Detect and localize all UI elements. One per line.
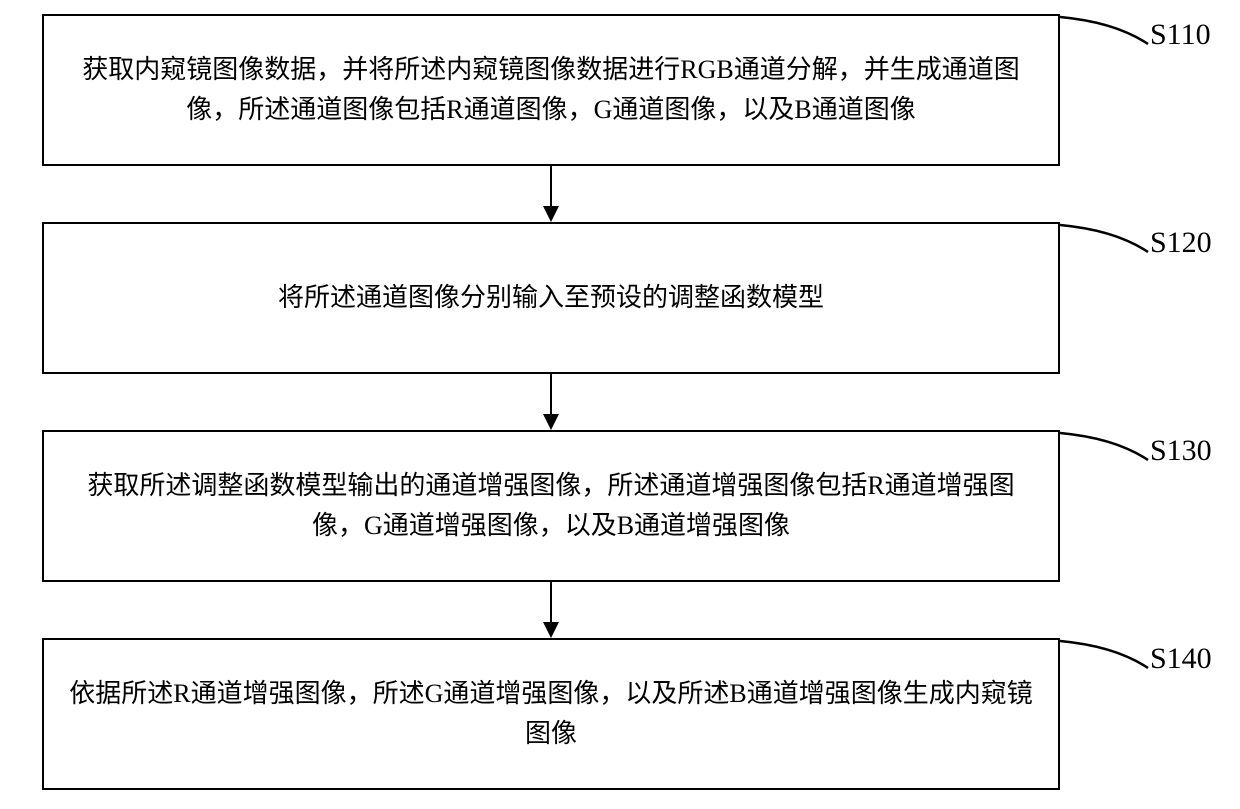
node-text: 获取内窥镜图像数据，并将所述内窥镜图像数据进行RGB通道分解，并生成通道图像，所… [64, 50, 1038, 131]
flowchart-node-s120: 将所述通道图像分别输入至预设的调整函数模型 [42, 222, 1060, 374]
node-text: 依据所述R通道增强图像，所述G通道增强图像，以及所述B通道增强图像生成内窥镜图像 [64, 674, 1038, 755]
callout-arc-s110 [1060, 14, 1160, 74]
callout-arc-s130 [1060, 430, 1160, 490]
flowchart-node-s110: 获取内窥镜图像数据，并将所述内窥镜图像数据进行RGB通道分解，并生成通道图像，所… [42, 14, 1060, 166]
step-label-s120: S120 [1150, 226, 1212, 260]
node-text: 将所述通道图像分别输入至预设的调整函数模型 [278, 278, 824, 318]
node-text: 获取所述调整函数模型输出的通道增强图像，所述通道增强图像包括R通道增强图像，G通… [64, 466, 1038, 547]
callout-arc-s120 [1060, 222, 1160, 282]
step-label-s110: S110 [1150, 18, 1211, 52]
step-label-s140: S140 [1150, 642, 1212, 676]
step-label-s130: S130 [1150, 434, 1212, 468]
flowchart-node-s130: 获取所述调整函数模型输出的通道增强图像，所述通道增强图像包括R通道增强图像，G通… [42, 430, 1060, 582]
flowchart-node-s140: 依据所述R通道增强图像，所述G通道增强图像，以及所述B通道增强图像生成内窥镜图像 [42, 638, 1060, 790]
callout-arc-s140 [1060, 638, 1160, 698]
flowchart-canvas: 获取内窥镜图像数据，并将所述内窥镜图像数据进行RGB通道分解，并生成通道图像，所… [0, 0, 1240, 809]
